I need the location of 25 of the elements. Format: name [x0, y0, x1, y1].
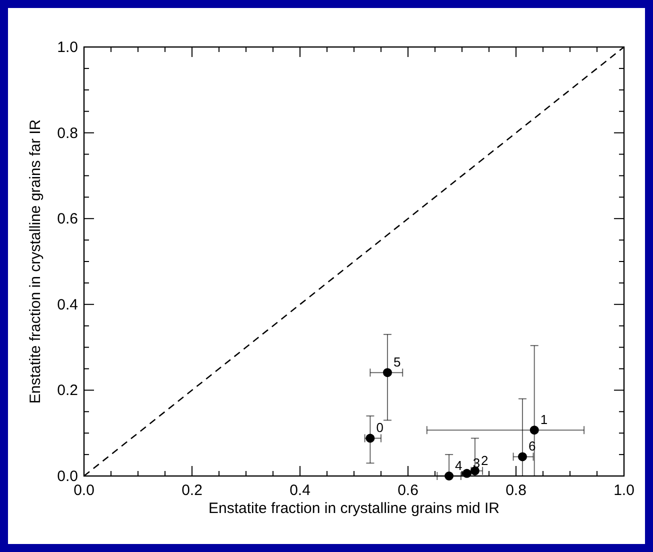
annotation: 0 — [376, 420, 384, 436]
y-tick-label: 0.0 — [57, 468, 78, 485]
point — [530, 426, 539, 435]
y-tick-label: 0.4 — [57, 296, 78, 314]
y-axis-title: Enstatite fraction in crystalline grains far IR — [27, 119, 44, 404]
x-tick-label: 0.2 — [182, 482, 202, 499]
x-tick-label: 0.4 — [290, 482, 310, 499]
point — [382, 368, 392, 378]
annotation: 5 — [393, 354, 401, 370]
point — [462, 468, 472, 478]
point — [366, 434, 375, 443]
annotation: 1 — [540, 412, 548, 428]
x-axis-title: Enstatite fraction in crystalline grains mid IR — [208, 500, 500, 517]
point — [444, 472, 454, 480]
x-tick-label: 0.6 — [398, 482, 418, 499]
annotation: 4 — [455, 458, 462, 473]
y-tick-label: 0.2 — [57, 382, 78, 400]
annotation: 2 — [480, 452, 488, 468]
x-tick-label: 1.0 — [614, 482, 634, 499]
x-tick-label: 0.8 — [506, 482, 526, 499]
x-tick-label: 0.0 — [74, 482, 94, 499]
y-tick-label: 0.8 — [57, 124, 78, 142]
y-tick-label: 0.6 — [57, 210, 78, 228]
y-tick-label: 1.0 — [57, 39, 78, 56]
point — [518, 452, 527, 462]
